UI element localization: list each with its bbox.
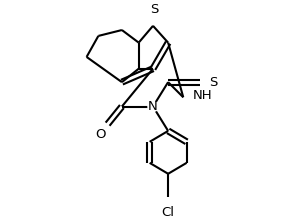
Circle shape: [148, 101, 158, 112]
Text: O: O: [96, 128, 106, 141]
Circle shape: [188, 91, 198, 101]
Circle shape: [149, 11, 159, 21]
Text: N: N: [148, 100, 158, 113]
Circle shape: [96, 123, 106, 133]
Text: S: S: [209, 76, 218, 89]
Circle shape: [204, 77, 215, 87]
Text: NH: NH: [192, 89, 212, 102]
Text: Cl: Cl: [162, 206, 175, 219]
Circle shape: [163, 201, 173, 211]
Text: S: S: [150, 3, 158, 16]
